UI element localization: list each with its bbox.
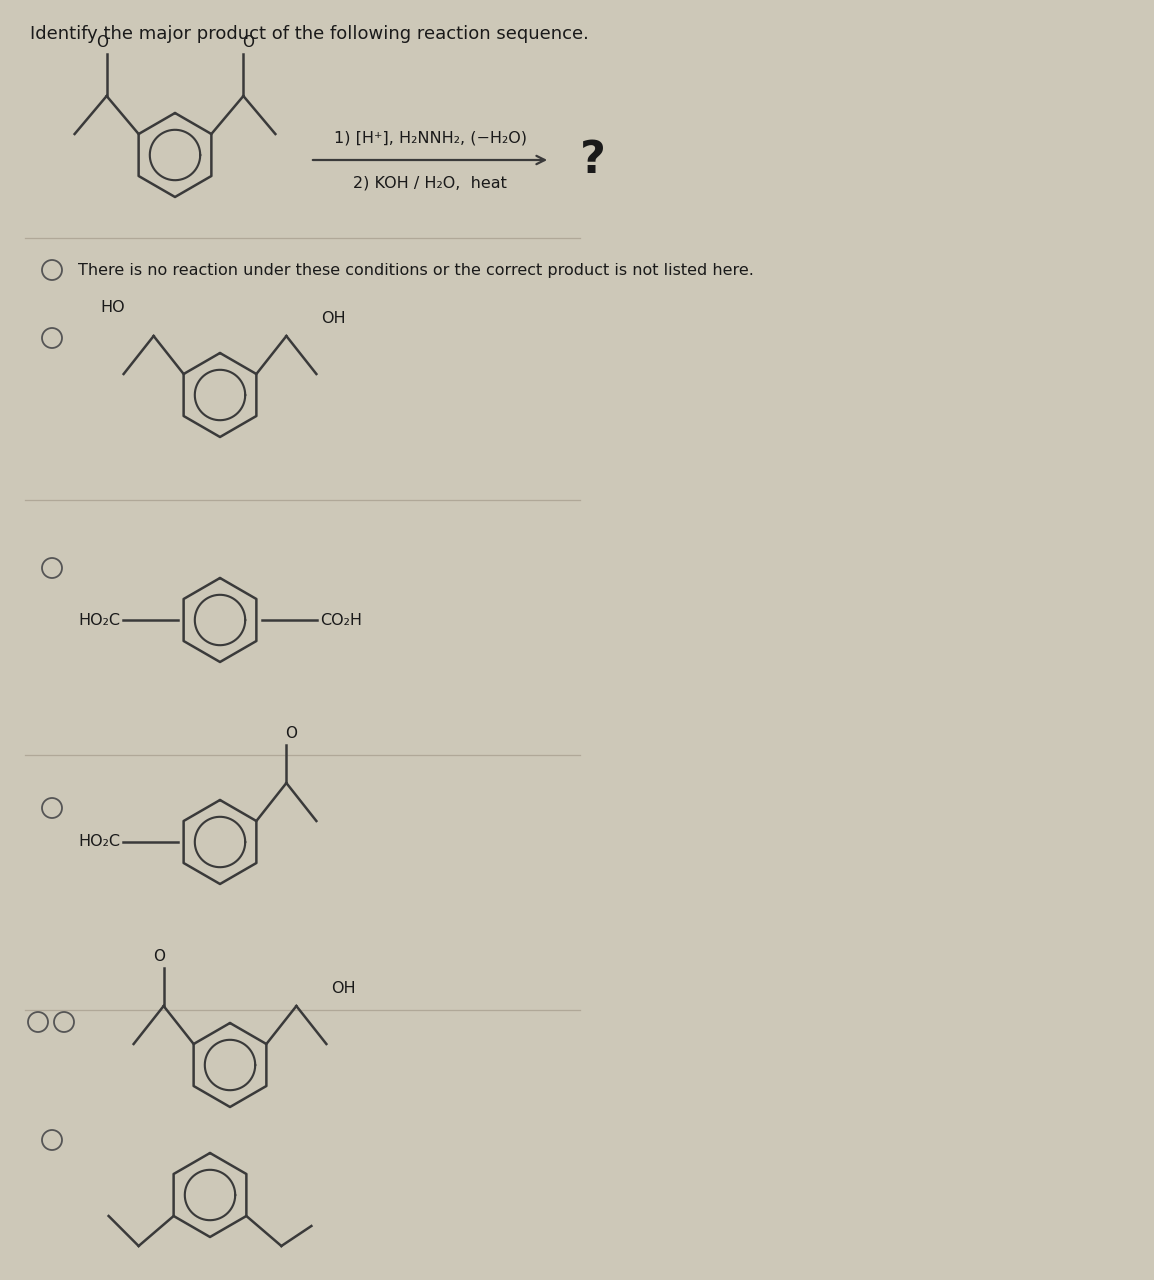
Text: HO₂C: HO₂C (78, 835, 120, 850)
Text: ?: ? (580, 138, 606, 182)
Text: O: O (152, 948, 165, 964)
Text: O: O (96, 35, 107, 50)
Text: OH: OH (331, 980, 355, 996)
Text: CO₂H: CO₂H (320, 613, 362, 627)
Text: O: O (285, 726, 298, 741)
Text: HO: HO (100, 300, 125, 315)
Text: Identify the major product of the following reaction sequence.: Identify the major product of the follow… (30, 26, 589, 44)
Text: O: O (242, 35, 254, 50)
Text: HO₂C: HO₂C (78, 613, 120, 627)
Text: 2) KOH / H₂O,  heat: 2) KOH / H₂O, heat (353, 175, 507, 189)
Text: There is no reaction under these conditions or the correct product is not listed: There is no reaction under these conditi… (78, 262, 754, 278)
Text: 1) [H⁺], H₂NNH₂, (−H₂O): 1) [H⁺], H₂NNH₂, (−H₂O) (334, 131, 526, 145)
Text: OH: OH (321, 311, 346, 326)
